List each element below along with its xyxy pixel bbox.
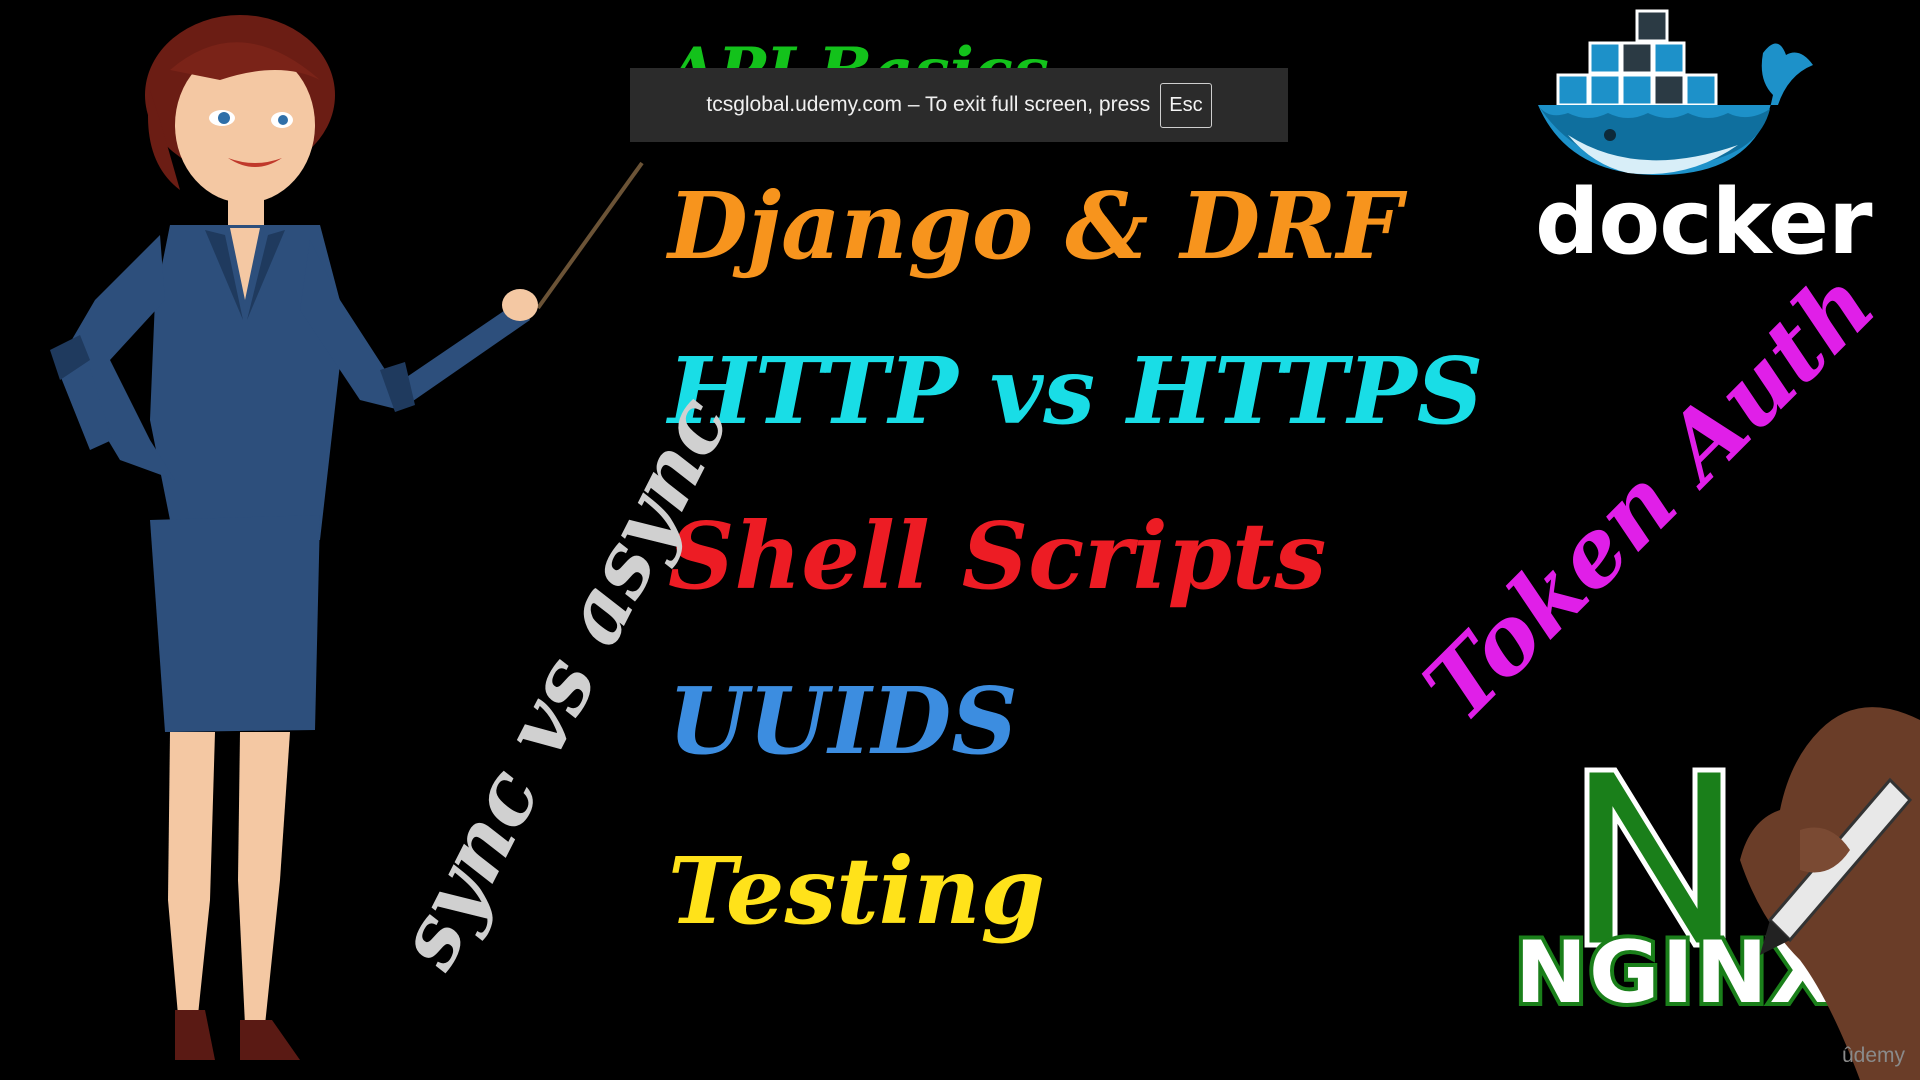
docker-whale-icon: [1538, 9, 1813, 175]
fullscreen-message: tcsglobal.udemy.com – To exit full scree…: [706, 93, 1151, 116]
docker-wordmark: docker: [1535, 170, 1872, 275]
topic-api-basics: API Basics: [668, 40, 1049, 68]
udemy-watermark: ûdemy: [1842, 1044, 1906, 1067]
nginx-n-icon: [1584, 767, 1726, 948]
topic-testing: Testing: [668, 837, 1045, 945]
topic-http-vs-https: HTTP vs HTTPS: [668, 337, 1484, 445]
esc-key-hint[interactable]: Esc: [1160, 82, 1212, 128]
fullscreen-exit-banner: tcsglobal.udemy.com – To exit full scree…: [630, 68, 1288, 142]
topic-uuids: UUIDS: [668, 667, 1018, 775]
drawing-hand-illustration: [1740, 707, 1920, 1080]
presenter-illustration: [50, 15, 644, 1060]
token-auth-label: Token Auth: [1402, 249, 1896, 743]
topic-django-drf: Django & DRF: [668, 172, 1402, 280]
topic-shell-scripts: Shell Scripts: [668, 502, 1327, 610]
